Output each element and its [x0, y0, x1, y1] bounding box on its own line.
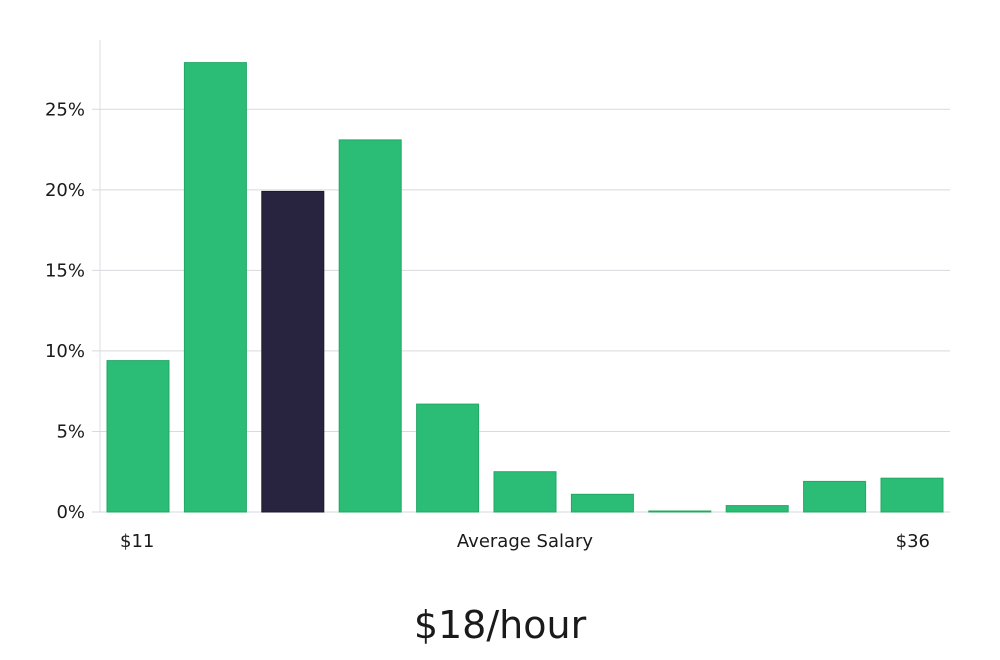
y-tick-label: 25% — [45, 99, 85, 120]
salary-histogram: 0% 5% 10% 15% 20% 25% $11 Average Salary $36 — [45, 40, 950, 552]
bar — [338, 139, 402, 513]
bar — [416, 403, 480, 513]
bar-highlighted — [261, 190, 325, 513]
bar — [106, 360, 170, 513]
bar — [803, 480, 867, 513]
bar — [570, 493, 634, 513]
bar — [648, 510, 712, 513]
average-hourly-salary: $18/hour — [413, 603, 587, 647]
x-max-label: $36 — [896, 531, 930, 552]
y-tick-label: 0% — [56, 502, 85, 523]
bar — [183, 62, 247, 513]
y-tick-label: 10% — [45, 341, 85, 362]
y-tick-label: 20% — [45, 180, 85, 201]
x-axis-title: Average Salary — [457, 531, 594, 552]
y-tick-labels: 0% 5% 10% 15% 20% 25% — [45, 99, 85, 523]
bar — [493, 471, 557, 513]
bars — [106, 62, 944, 513]
x-min-label: $11 — [120, 531, 154, 552]
y-tick-label: 5% — [56, 421, 85, 442]
bar — [725, 505, 789, 513]
y-tick-label: 15% — [45, 260, 85, 281]
bar — [880, 477, 944, 513]
